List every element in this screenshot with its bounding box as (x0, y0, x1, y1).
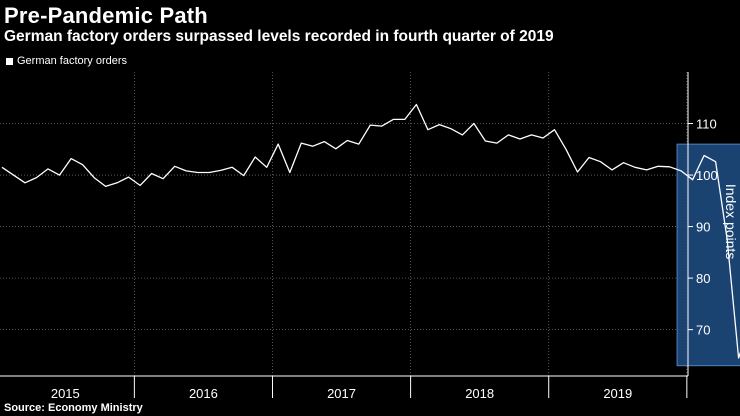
y-axis-title: Index points (723, 184, 739, 260)
y-tick-label: 70 (696, 323, 710, 338)
x-tick-label: 2018 (465, 386, 494, 401)
chart-title: Pre-Pandemic Path (4, 3, 208, 28)
x-tick-label: 2017 (327, 386, 356, 401)
source-note: Source: Economy Ministry (4, 402, 143, 414)
chart-subtitle: German factory orders surpassed levels r… (4, 28, 554, 45)
legend-label: German factory orders (17, 55, 128, 67)
y-tick-label: 100 (696, 168, 718, 183)
series-line-factory-orders (1, 103, 740, 359)
legend-swatch (6, 57, 13, 65)
x-tick-label: 2015 (51, 386, 80, 401)
y-tick-label: 110 (696, 117, 717, 132)
x-tick-label: 2016 (189, 386, 218, 401)
x-tick-label: 2019 (603, 386, 632, 401)
legend: German factory orders (6, 55, 127, 67)
y-tick-label: 90 (696, 220, 710, 235)
y-tick-label: 80 (696, 271, 710, 286)
